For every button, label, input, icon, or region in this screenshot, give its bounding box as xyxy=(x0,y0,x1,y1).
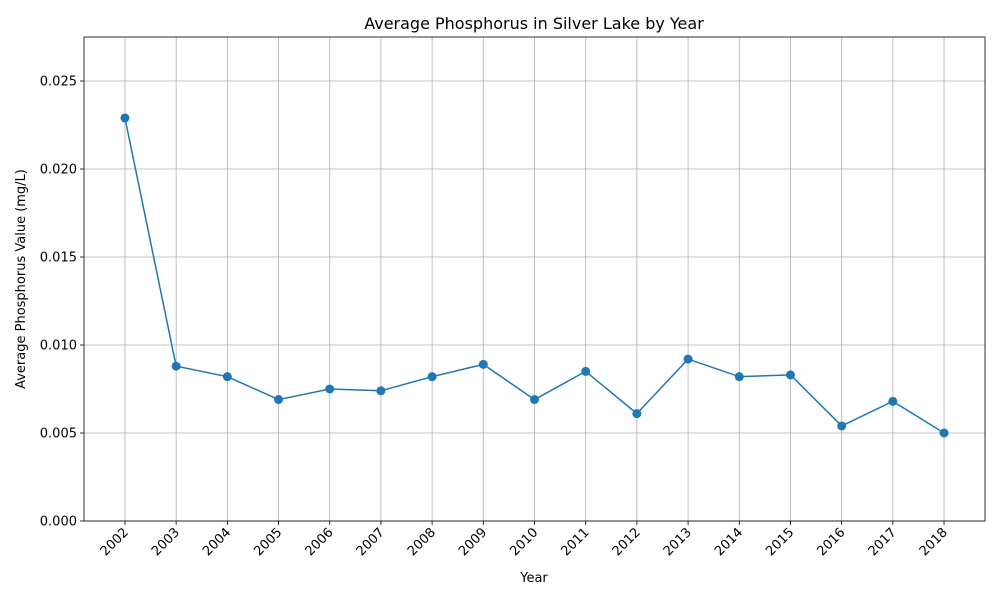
x-tick-label: 2002 xyxy=(98,525,132,559)
x-tick-label: 2005 xyxy=(251,525,285,559)
data-point-2018 xyxy=(939,428,949,438)
y-tick-label: 0.015 xyxy=(40,251,77,266)
x-tick-label: 2004 xyxy=(200,525,234,559)
data-point-2015 xyxy=(785,370,795,380)
x-tick-label: 2013 xyxy=(661,525,695,559)
y-tick-label: 0.010 xyxy=(40,339,77,354)
axes: 2002 2003 2004 2005 2006 2007 2008 2009 2010 2011… xyxy=(40,36,986,559)
x-tick-label: 2015 xyxy=(763,525,797,559)
y-tick-label: 0.025 xyxy=(40,75,77,90)
data-point-2006 xyxy=(325,384,335,394)
x-tick-label: 2017 xyxy=(866,525,900,559)
data-point-2003 xyxy=(171,361,181,371)
data-point-2010 xyxy=(530,395,539,405)
data-point-2007 xyxy=(376,386,386,396)
y-tick-label: 0.000 xyxy=(40,515,77,530)
plot-frame xyxy=(83,36,986,522)
data-point-2004 xyxy=(222,372,232,382)
chart-title: Average Phosphorus in Silver Lake by Yea… xyxy=(364,14,704,33)
x-tick-label: 2003 xyxy=(149,525,183,559)
x-tick-label: 2012 xyxy=(610,525,644,559)
x-tick-label: 2016 xyxy=(814,525,848,559)
x-tick-label: 2008 xyxy=(405,525,439,559)
data-point-2011 xyxy=(581,366,591,376)
x-tick-label: 2006 xyxy=(303,525,337,559)
data-point-2013 xyxy=(683,354,693,364)
data-point-2009 xyxy=(478,359,488,369)
data-point-2017 xyxy=(888,396,898,406)
y-axis-label: Average Phosphorus Value (mg/L) xyxy=(14,169,29,389)
data-point-2008 xyxy=(427,372,437,382)
x-tick-label: 2009 xyxy=(456,525,490,559)
x-axis-label: Year xyxy=(519,571,548,586)
x-tick-label: 2018 xyxy=(917,525,951,559)
x-tick-label: 2014 xyxy=(712,525,746,559)
data-point-2012 xyxy=(632,409,642,419)
x-tick-label: 2010 xyxy=(507,525,541,559)
y-tick-label: 0.020 xyxy=(40,163,77,178)
x-tick-label: 2011 xyxy=(559,525,593,559)
data-point-2014 xyxy=(734,372,744,382)
data-point-2016 xyxy=(837,421,847,431)
y-tick-label: 0.005 xyxy=(40,427,77,442)
data-point-2002 xyxy=(120,113,130,123)
grid-lines xyxy=(84,37,985,522)
x-tick-label: 2007 xyxy=(354,525,388,559)
plot-area xyxy=(120,113,949,438)
data-point-2005 xyxy=(274,395,284,405)
